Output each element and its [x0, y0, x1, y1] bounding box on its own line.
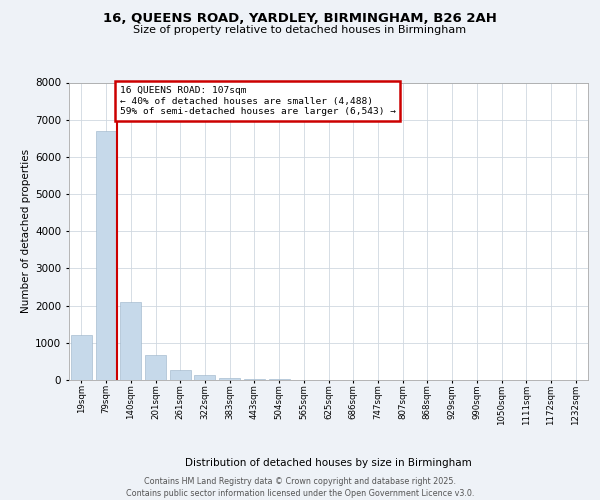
- Bar: [244, 379, 265, 380]
- Bar: [170, 370, 191, 380]
- Bar: [71, 336, 92, 380]
- Bar: [120, 302, 141, 380]
- Bar: [194, 375, 215, 380]
- Text: 16, QUEENS ROAD, YARDLEY, BIRMINGHAM, B26 2AH: 16, QUEENS ROAD, YARDLEY, BIRMINGHAM, B2…: [103, 12, 497, 26]
- Text: Contains HM Land Registry data © Crown copyright and database right 2025.
Contai: Contains HM Land Registry data © Crown c…: [126, 476, 474, 498]
- Y-axis label: Number of detached properties: Number of detached properties: [21, 149, 31, 314]
- Bar: [145, 354, 166, 380]
- Bar: [95, 131, 116, 380]
- Bar: [219, 378, 240, 380]
- Text: Size of property relative to detached houses in Birmingham: Size of property relative to detached ho…: [133, 25, 467, 35]
- Text: Distribution of detached houses by size in Birmingham: Distribution of detached houses by size …: [185, 458, 472, 468]
- Text: 16 QUEENS ROAD: 107sqm
← 40% of detached houses are smaller (4,488)
59% of semi-: 16 QUEENS ROAD: 107sqm ← 40% of detached…: [119, 86, 395, 116]
